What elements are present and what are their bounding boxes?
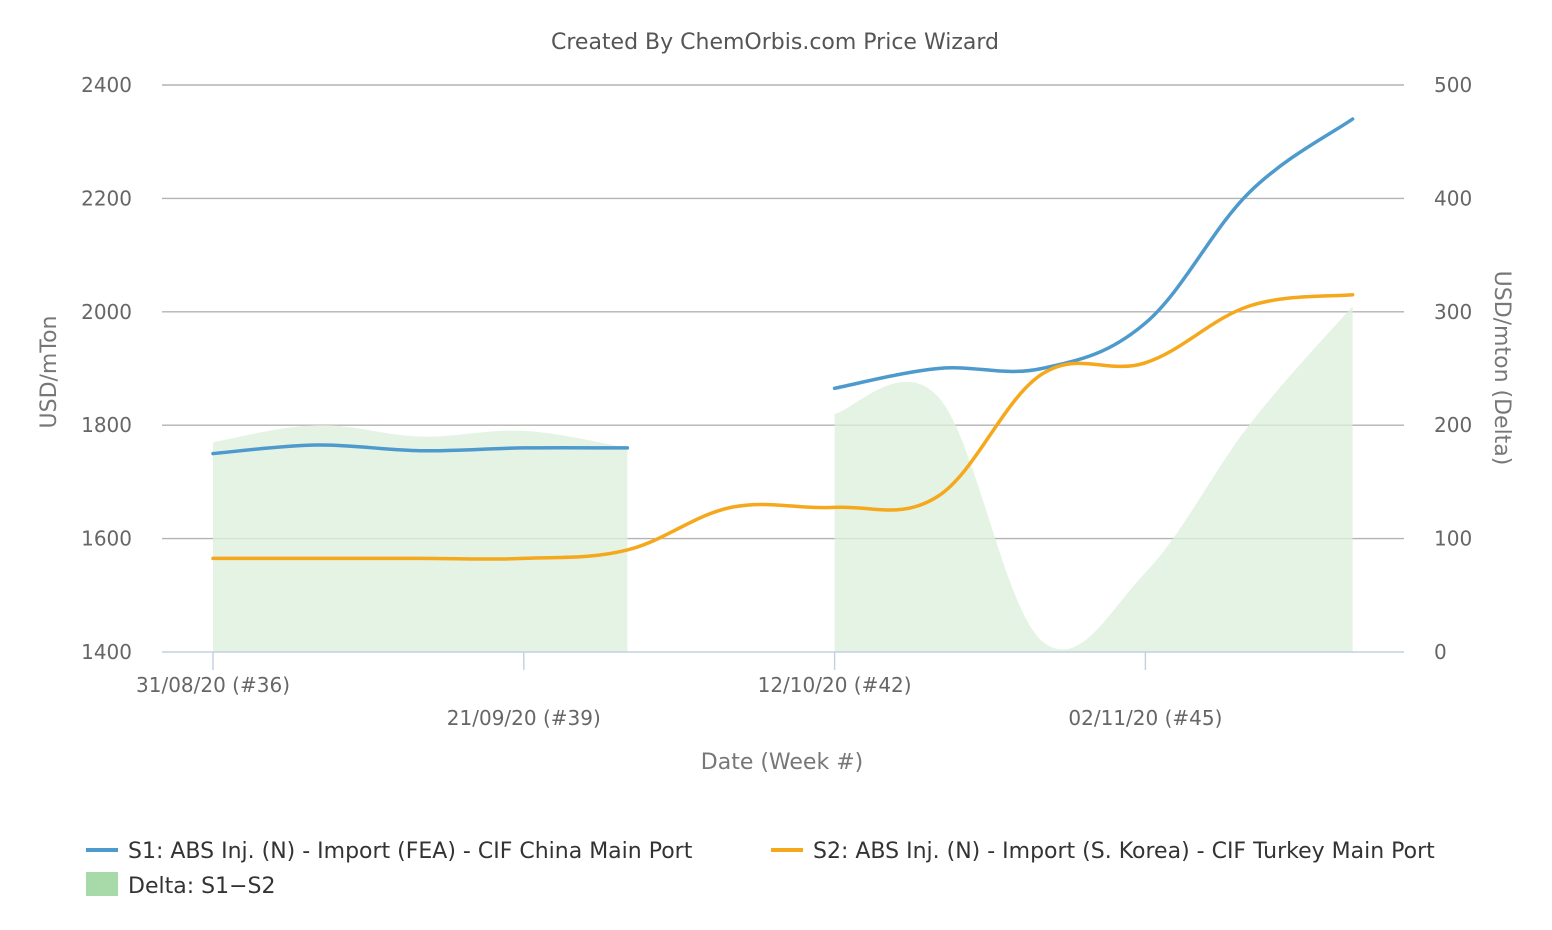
series-line-layer	[211, 117, 1355, 561]
y-tick-label: 2400	[81, 73, 132, 97]
chart-title: Created By ChemOrbis.com Price Wizard	[551, 30, 999, 55]
y2-axis-title: USD/mton (Delta)	[1489, 271, 1514, 466]
legend-s1-label: S1: ABS Inj. (N) - Import (FEA) - CIF Ch…	[128, 839, 693, 864]
legend: S1: ABS Inj. (N) - Import (FEA) - CIF Ch…	[86, 839, 1435, 899]
x-tick-label: 02/11/20 (#45)	[1068, 706, 1222, 730]
y-tick-label: 2000	[81, 300, 132, 324]
legend-s2-label: S2: ABS Inj. (N) - Import (S. Korea) - C…	[813, 839, 1435, 864]
x-axis-title: Date (Week #)	[701, 750, 863, 775]
legend-item-s1[interactable]: S1: ABS Inj. (N) - Import (FEA) - CIF Ch…	[86, 839, 693, 864]
y2-tick-label: 100	[1434, 527, 1472, 551]
legend-delta-swatch	[86, 872, 118, 896]
x-tick-label: 12/10/20 (#42)	[758, 673, 912, 697]
y-tick-label: 1800	[81, 413, 132, 437]
legend-item-s2[interactable]: S2: ABS Inj. (N) - Import (S. Korea) - C…	[771, 839, 1435, 864]
x-tick-label: 31/08/20 (#36)	[136, 673, 290, 697]
y2-tick-label: 0	[1434, 640, 1447, 664]
y-tick-label: 1600	[81, 527, 132, 551]
x-tick-label: 21/09/20 (#39)	[447, 706, 601, 730]
s1-series-line	[832, 117, 1355, 391]
delta-area-segment	[834, 306, 1353, 652]
legend-item-delta[interactable]: Delta: S1−S2	[86, 872, 275, 899]
s2-series-line	[211, 293, 1355, 561]
y2-tick-label: 200	[1434, 413, 1472, 437]
y-tick-label: 1400	[81, 640, 132, 664]
delta-area-layer	[213, 306, 1353, 652]
delta-area-segment	[213, 425, 628, 652]
y-tick-label: 2200	[81, 186, 132, 210]
y2-tick-label: 300	[1434, 300, 1472, 324]
axis-layer: 1400 1600 1800 2000 2200 2400 0 100 200 300 400 500…	[81, 73, 1472, 730]
s1-series-line	[211, 443, 630, 456]
y-axis-title: USD/mTon	[37, 316, 62, 429]
y2-tick-label: 400	[1434, 186, 1472, 210]
legend-delta-label: Delta: S1−S2	[128, 874, 275, 899]
y2-tick-label: 500	[1434, 73, 1472, 97]
